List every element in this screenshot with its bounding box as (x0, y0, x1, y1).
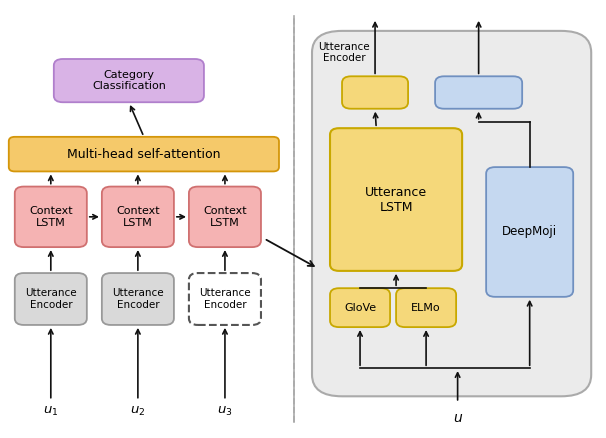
Text: Context
LSTM: Context LSTM (203, 206, 247, 228)
FancyBboxPatch shape (8, 137, 279, 171)
Text: Category
Classification: Category Classification (92, 70, 166, 92)
Text: $u_2$: $u_2$ (130, 405, 145, 418)
Text: $u_3$: $u_3$ (217, 405, 233, 418)
FancyBboxPatch shape (330, 128, 462, 271)
FancyBboxPatch shape (435, 76, 522, 109)
Text: GloVe: GloVe (344, 303, 376, 313)
Text: Multi-head self-attention: Multi-head self-attention (67, 148, 221, 161)
FancyBboxPatch shape (342, 76, 408, 109)
FancyBboxPatch shape (312, 31, 591, 396)
Text: Utterance
Encoder: Utterance Encoder (112, 288, 164, 310)
Text: Utterance
Encoder: Utterance Encoder (25, 288, 76, 310)
FancyBboxPatch shape (396, 288, 456, 327)
Text: ELMo: ELMo (411, 303, 441, 313)
Text: $u$: $u$ (453, 411, 463, 425)
Text: Utterance
LSTM: Utterance LSTM (365, 186, 427, 214)
FancyBboxPatch shape (102, 273, 174, 325)
Text: DeepMoji: DeepMoji (502, 226, 558, 238)
FancyBboxPatch shape (102, 187, 174, 247)
FancyBboxPatch shape (330, 288, 390, 327)
FancyBboxPatch shape (15, 187, 87, 247)
Text: Context
LSTM: Context LSTM (116, 206, 160, 228)
FancyBboxPatch shape (189, 273, 261, 325)
FancyBboxPatch shape (189, 187, 261, 247)
Text: Utterance
Encoder: Utterance Encoder (318, 42, 370, 64)
Text: $u_1$: $u_1$ (43, 405, 59, 418)
FancyBboxPatch shape (486, 167, 573, 297)
FancyBboxPatch shape (15, 273, 87, 325)
FancyBboxPatch shape (54, 59, 204, 102)
Text: Utterance
Encoder: Utterance Encoder (199, 288, 251, 310)
Text: Context
LSTM: Context LSTM (29, 206, 73, 228)
